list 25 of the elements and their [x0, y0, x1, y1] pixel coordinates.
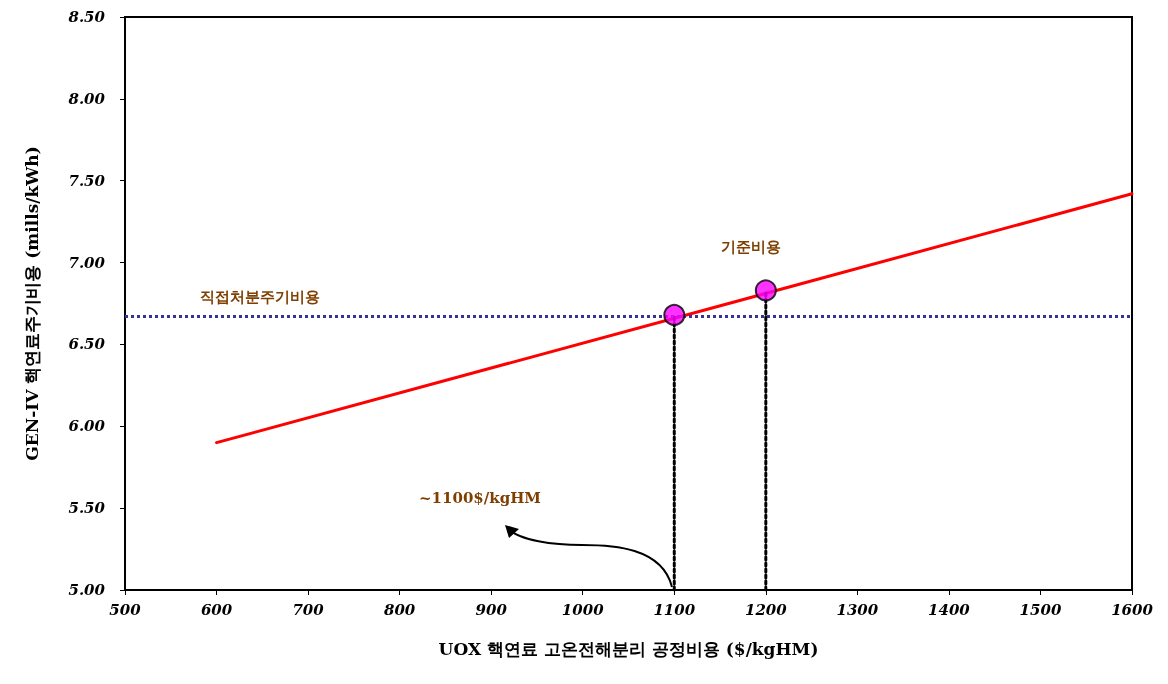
x-tick-label: 500 [109, 600, 142, 619]
x-axis-title: UOX 핵연료 고온전해분리 공정비용 ($/kgHM) [438, 638, 819, 659]
x-tick-label: 1200 [744, 600, 788, 619]
y-tick-label: 6.00 [68, 417, 106, 436]
ref-line-label: 직접처분주기비용 [200, 288, 320, 307]
x-tick-label: 900 [475, 600, 508, 619]
x-tick-label: 1400 [928, 600, 971, 619]
x-tick-label: 1100 [653, 600, 696, 619]
x-tick-label: 800 [383, 600, 416, 619]
annotation: 기준비용 [720, 238, 781, 257]
x-tick-label: 1300 [836, 600, 879, 619]
y-tick-label: 5.00 [68, 581, 106, 599]
x-tick-label: 1000 [561, 600, 605, 619]
y-tick-label: 7.50 [68, 171, 106, 190]
x-tick-label: 1600 [1111, 600, 1154, 619]
y-tick-label: 5.50 [68, 499, 106, 518]
x-tick-label: 600 [200, 600, 233, 619]
x-tick-label: 700 [292, 600, 325, 619]
x-tick-label: 1500 [1019, 600, 1062, 619]
y-axis-title: GEN-IV 핵연료주기비용 (mills/kWh) [21, 146, 42, 461]
y-tick-label: 7.00 [68, 253, 106, 272]
annotation: ~1100$/kgHM [419, 489, 541, 507]
y-tick-label: 6.50 [68, 335, 106, 354]
y-tick-label: 8.00 [68, 89, 106, 108]
y-tick-label: 8.50 [68, 8, 106, 26]
